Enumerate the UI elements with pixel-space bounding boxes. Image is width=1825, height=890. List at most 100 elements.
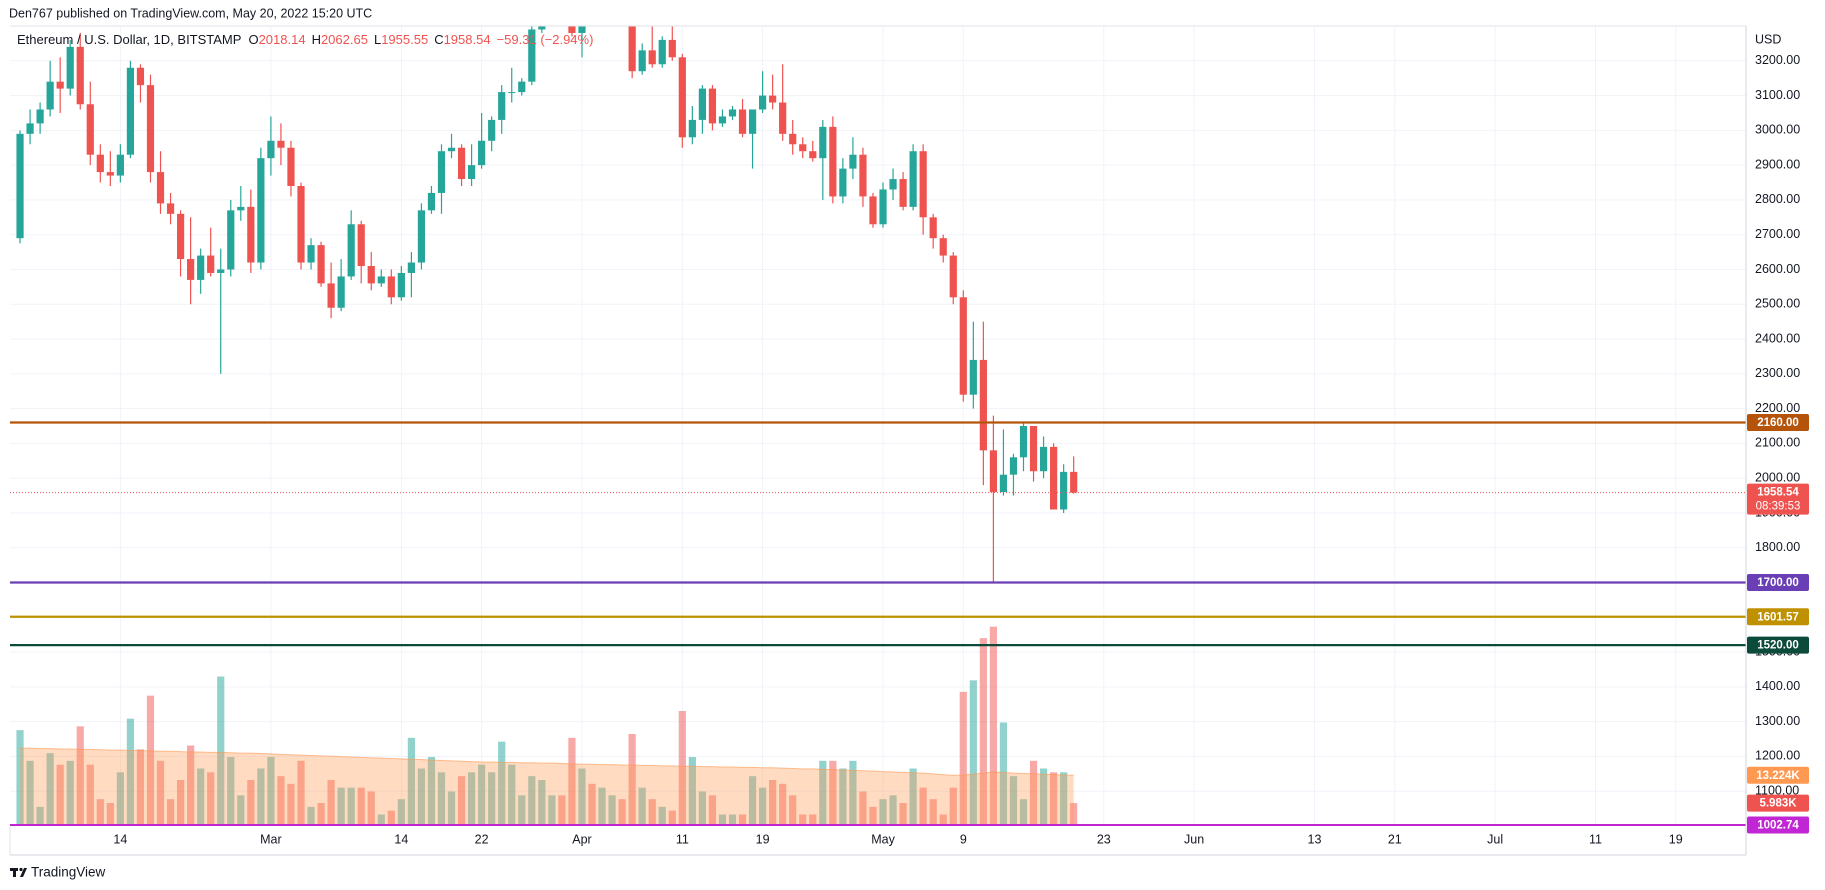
- x-tick-label: 19: [756, 832, 770, 846]
- candle-body: [738, 109, 747, 134]
- candle-body: [407, 262, 415, 273]
- volume-bar: [207, 772, 215, 826]
- symbol: Ethereum / U.S. Dollar, 1D, BITSTAMP: [17, 32, 242, 47]
- volume-bar: [317, 803, 325, 826]
- candle-body: [688, 119, 696, 138]
- candle-body: [949, 255, 957, 298]
- grid: [10, 26, 1746, 826]
- y-tick-label: 2700.00: [1755, 227, 1800, 241]
- volume-bar: [849, 760, 857, 826]
- volume-bar: [508, 764, 516, 826]
- volume-bar: [538, 780, 546, 826]
- y-tick-label: 2600.00: [1755, 262, 1800, 276]
- candle-body: [417, 210, 426, 263]
- candle-body: [478, 140, 486, 166]
- candle-body: [357, 224, 365, 266]
- header: Den767 published on TradingView.com, May…: [9, 6, 372, 20]
- volume-bar: [447, 791, 456, 826]
- candle-body: [1060, 471, 1068, 510]
- candle-body: [839, 168, 847, 197]
- volume-bar: [237, 795, 245, 826]
- volume-bar: [648, 799, 656, 826]
- x-tick-label: 21: [1388, 832, 1402, 846]
- level-label-box: [1747, 414, 1809, 432]
- candle-body: [859, 154, 867, 197]
- candle-body: [317, 245, 325, 284]
- level-label-box: [1747, 608, 1809, 626]
- x-tick-label: 11: [676, 832, 689, 846]
- x-tick-label: Jul: [1487, 832, 1503, 846]
- volume-ma-line: [20, 747, 1074, 776]
- candle-body: [237, 206, 245, 211]
- legend: Ethereum / U.S. Dollar, 1D, BITSTAMP O20…: [17, 32, 599, 47]
- candle-body: [678, 57, 686, 138]
- x-tick-label: 22: [475, 832, 489, 846]
- candle-body: [829, 126, 837, 197]
- volume-bar: [417, 768, 426, 826]
- volume-bar: [327, 780, 335, 826]
- volume-bar: [789, 795, 797, 826]
- ohlc-letter: H: [311, 32, 321, 47]
- candle-body: [337, 276, 345, 308]
- volume-bar: [26, 760, 34, 826]
- volume-bar: [367, 791, 375, 826]
- candle-body: [307, 245, 315, 263]
- candle-body: [156, 172, 165, 204]
- volume-bar: [187, 745, 195, 826]
- candle-body: [879, 189, 887, 225]
- last-price-box: [1747, 483, 1809, 515]
- y-tick-label: 2000.00: [1755, 470, 1800, 484]
- candle-body: [1050, 446, 1058, 510]
- candle-body: [36, 109, 44, 124]
- volume-bar: [779, 783, 787, 826]
- y-tick-label: 2100.00: [1755, 436, 1800, 450]
- candle-body: [377, 276, 385, 284]
- volume-bar: [999, 722, 1008, 826]
- ohlc-value: 1955.55: [381, 32, 429, 47]
- candle-body: [367, 266, 375, 284]
- volume-bar: [598, 787, 606, 826]
- candle-body: [899, 179, 907, 207]
- volume-bar: [407, 737, 415, 826]
- x-tick-label: 13: [1308, 832, 1322, 846]
- volume-bar: [1060, 772, 1068, 826]
- change: −59.31 (−2.94%): [496, 32, 594, 47]
- volume-ma-area: [20, 748, 1074, 826]
- volume-bar: [488, 772, 496, 826]
- x-tick-label: 14: [113, 832, 127, 846]
- volume-bar: [1009, 776, 1018, 826]
- volume-bar: [307, 806, 315, 826]
- candle-body: [56, 81, 64, 89]
- volume-bar: [156, 760, 165, 826]
- volume-bar: [528, 776, 536, 826]
- y-tick-label: 2200.00: [1755, 401, 1800, 415]
- candle-body: [718, 116, 727, 124]
- candle-body: [508, 92, 516, 94]
- candle-body: [929, 217, 937, 239]
- candle-body: [799, 144, 807, 152]
- volume-bar: [247, 780, 255, 826]
- volume-bar: [56, 764, 64, 826]
- y-tick-label: 2900.00: [1755, 157, 1800, 171]
- countdown-label: 08:39:53: [1756, 501, 1801, 513]
- volume-bar: [257, 768, 265, 826]
- candle-body: [1039, 446, 1048, 472]
- volume-bar: [859, 791, 867, 826]
- candle-body: [277, 140, 285, 148]
- volume-bar: [337, 787, 345, 826]
- level-label: 2160.00: [1757, 417, 1799, 429]
- y-tick-label: 3200.00: [1755, 53, 1800, 67]
- volume-bar: [628, 734, 636, 826]
- volume-bar: [909, 768, 917, 826]
- volume-bar: [498, 741, 506, 826]
- volume-bar: [588, 783, 596, 826]
- volume-bar: [1039, 768, 1048, 826]
- x-tick-label: Mar: [260, 832, 282, 846]
- candle-body: [909, 151, 917, 207]
- volume-bar: [518, 795, 526, 826]
- candle-body: [969, 359, 977, 395]
- candle-body: [207, 255, 215, 273]
- candle-body: [297, 186, 305, 263]
- volume-bar: [899, 803, 907, 826]
- volume-bar: [728, 814, 737, 826]
